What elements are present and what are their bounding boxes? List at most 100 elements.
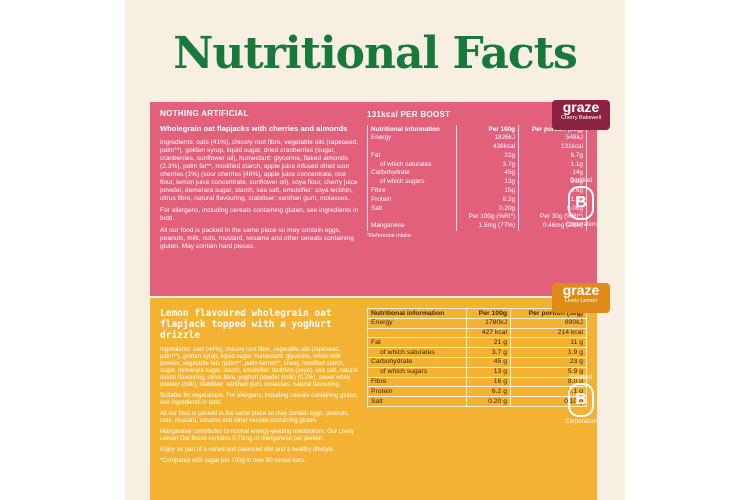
table-row: Carbohydrate 45 g 23 g	[366, 356, 587, 368]
table-row: Manganese 1.5mg (77%) 0.46mg (23%)	[367, 221, 587, 231]
brand: graze	[562, 282, 600, 298]
header-cell: Nutritional information	[367, 125, 457, 134]
nutrient	[367, 142, 457, 152]
paragraph: All our food is packed in the same place…	[160, 411, 350, 424]
per-100g: 1826kJ	[455, 133, 520, 143]
cert-mark: B	[568, 383, 594, 417]
paragraph: For allergens, including cereals contain…	[160, 207, 359, 222]
paragraph: All our food is packed in the same place…	[160, 227, 354, 250]
per-portion: 3.8g	[518, 177, 587, 187]
headline: 131kcal PER BOOST	[367, 110, 451, 119]
nutrient	[366, 327, 468, 339]
cert-mark: B	[568, 186, 594, 220]
tagline: NOTHING ARTIFICIAL	[160, 109, 249, 118]
nutrition: 131kcal PER BOOST Nutritional information…	[367, 110, 587, 239]
nutrient: Salt	[366, 396, 468, 407]
per-100g: 22g	[455, 151, 520, 161]
table-row: Energy 1826kJ 548kJ	[367, 133, 587, 143]
nutrient: Protein	[366, 386, 468, 398]
per-portion: 11 g	[510, 337, 587, 349]
per-portion: 0.10 g	[510, 396, 587, 407]
table-row: of which sugars 13g 3.8g	[367, 177, 587, 187]
per-portion: 0.46mg (23%)	[518, 221, 587, 231]
per-portion: 1.9g	[518, 195, 587, 205]
per-100g: 15g	[455, 186, 520, 196]
product-name: Lemon flavoured wholegrain oat flapjack …	[160, 308, 332, 341]
description: Lemon flavoured wholegrain oat flapjack …	[160, 308, 360, 469]
nutrient: Energy	[367, 133, 457, 143]
cert-bottom: Corporation	[565, 222, 597, 228]
footnote: *Reference Intake	[367, 232, 412, 239]
page-title: Nutritional Facts	[173, 28, 578, 79]
paragraph: Manganese contributes to normal energy-y…	[160, 429, 355, 442]
b-corp-badge: Certified B Corporation	[550, 178, 612, 228]
per-100g: 6.2 g	[466, 386, 512, 398]
per-portion: 0.06g	[518, 204, 587, 213]
nutrient: of which sugars	[366, 366, 468, 378]
paragraph: Suitable for vegetarians. For allergens,…	[160, 393, 359, 406]
per-100g: 45 g	[466, 356, 512, 368]
paragraph: Ingredients: oats (41%), chicory root fi…	[160, 139, 358, 202]
panel: NOTHING ARTIFICIAL Wholegrain oat flapjac…	[150, 102, 597, 296]
table-row: Energy 1780kJ 890kJ	[366, 317, 587, 329]
nutrient: of which saturates	[366, 347, 468, 358]
per-100g: 438kcal	[455, 142, 520, 152]
header-cell: Per 100g	[466, 308, 512, 319]
per-portion: 890kJ	[510, 317, 587, 329]
table-row: Carbohydrate 45g 14g	[367, 168, 587, 178]
per-100g: 1780kJ	[466, 317, 512, 329]
per-100g: 13g	[455, 177, 520, 187]
table-row: of which saturates 3.7g 1.1g	[367, 160, 587, 169]
per-portion: 1.1g	[518, 160, 587, 169]
per-100g: 3.7 g	[466, 347, 512, 358]
nutrient: Manganese	[367, 221, 457, 231]
nutrient: Fibre	[366, 376, 468, 388]
per-100g: 3.7g	[455, 160, 520, 169]
per-portion: 214 kcal	[510, 327, 587, 339]
table-row: 438kcal 131kcal	[367, 142, 587, 152]
header-cell: Nutritional information	[366, 308, 468, 319]
nutrient: Energy	[366, 317, 468, 329]
per-100g: Per 100g (%RI*)	[455, 212, 520, 222]
nutrient: Carbohydrate	[366, 356, 468, 368]
per-100g: 0.20 g	[466, 396, 512, 407]
nutrient: Carbohydrate	[367, 168, 457, 178]
nutrition: Nutritional information Per 100g Per porti…	[366, 308, 587, 407]
nutrient: of which sugars	[367, 177, 457, 187]
table-row: Fat 21 g 11 g	[366, 337, 587, 349]
paragraph: Enjoy as part of a varied and balanced d…	[160, 447, 335, 453]
per-100g: 6.2g	[455, 195, 520, 205]
per-100g: 21 g	[466, 337, 512, 349]
nutrient: of which saturates	[367, 160, 457, 169]
header-cell: Per 100g	[455, 125, 520, 134]
per-portion: 131kcal	[518, 142, 587, 152]
paragraph: *Compared with sugar per 100g in over 80…	[160, 458, 306, 464]
table-row: Fat 22g 6.7g	[367, 151, 587, 161]
per-100g: 427 kcal	[466, 327, 512, 339]
per-100g: 45g	[455, 168, 520, 178]
per-portion: 6.7g	[518, 151, 587, 161]
nutrient: Fibre	[367, 186, 457, 196]
nutrient: Fat	[367, 151, 457, 161]
nutrient: Salt	[367, 204, 457, 213]
cert-bottom: Corporation	[565, 419, 597, 425]
product-badge: graze Cherry Bakewell	[552, 100, 610, 130]
nutrient: Protein	[367, 195, 457, 205]
nutrient	[367, 212, 457, 222]
table-row: Salt 0.20 g 0.10 g	[366, 396, 587, 407]
table-row: 427 kcal 214 kcal	[366, 327, 587, 339]
brand: graze	[562, 99, 600, 115]
per-100g: 16 g	[466, 376, 512, 388]
panel: Lemon flavoured wholegrain oat flapjack …	[150, 298, 597, 500]
per-portion: 1.9 g	[510, 347, 587, 358]
per-100g: 0.20g	[455, 204, 520, 213]
table-row: Protein 6.2g 1.9g	[367, 195, 587, 205]
nutrient: Fat	[366, 337, 468, 349]
product-name: Wholegrain oat flapjacks with cherries a…	[160, 124, 348, 133]
per-100g: 13 g	[466, 366, 512, 378]
per-portion: 548kJ	[518, 133, 587, 143]
b-corp-badge: Certified B Corporation	[550, 375, 612, 425]
product-badge: graze Lively Lemon	[552, 283, 610, 313]
